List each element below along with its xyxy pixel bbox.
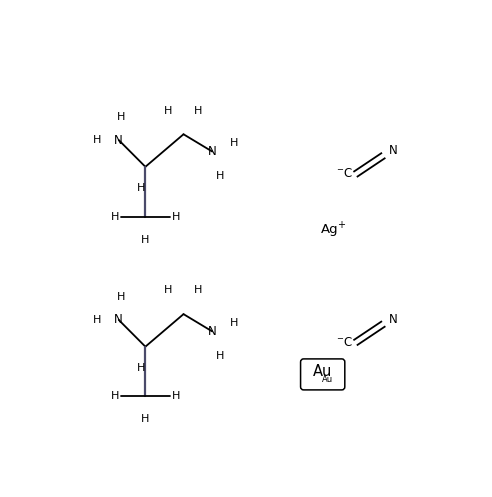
Text: H: H bbox=[172, 212, 180, 222]
Text: H: H bbox=[172, 392, 180, 402]
Text: H: H bbox=[230, 138, 239, 148]
Text: H: H bbox=[141, 235, 150, 245]
Text: H: H bbox=[137, 363, 145, 373]
Text: H: H bbox=[117, 112, 125, 122]
FancyBboxPatch shape bbox=[301, 359, 345, 390]
Text: H: H bbox=[164, 285, 173, 295]
Text: H: H bbox=[111, 212, 119, 222]
Text: N: N bbox=[208, 145, 216, 158]
Text: H: H bbox=[194, 285, 202, 295]
Text: Au: Au bbox=[322, 375, 333, 384]
Text: N: N bbox=[389, 313, 398, 326]
Text: Ag: Ag bbox=[321, 224, 338, 237]
Text: N: N bbox=[208, 325, 216, 338]
Text: H: H bbox=[111, 392, 119, 402]
Text: H: H bbox=[194, 105, 202, 115]
Text: $^{-}$C: $^{-}$C bbox=[336, 335, 353, 348]
Text: H: H bbox=[216, 351, 225, 361]
Text: N: N bbox=[389, 144, 398, 157]
Text: N: N bbox=[114, 134, 123, 147]
Text: H: H bbox=[230, 318, 239, 328]
Text: H: H bbox=[92, 135, 101, 145]
Text: +: + bbox=[337, 220, 345, 230]
Text: H: H bbox=[216, 171, 225, 181]
Text: Au: Au bbox=[313, 364, 333, 379]
Text: H: H bbox=[164, 105, 173, 115]
Text: H: H bbox=[92, 315, 101, 325]
Text: H: H bbox=[117, 292, 125, 302]
Text: H: H bbox=[141, 414, 150, 424]
Text: $^{-}$C: $^{-}$C bbox=[336, 167, 353, 180]
Text: H: H bbox=[137, 183, 145, 193]
Text: N: N bbox=[114, 314, 123, 327]
